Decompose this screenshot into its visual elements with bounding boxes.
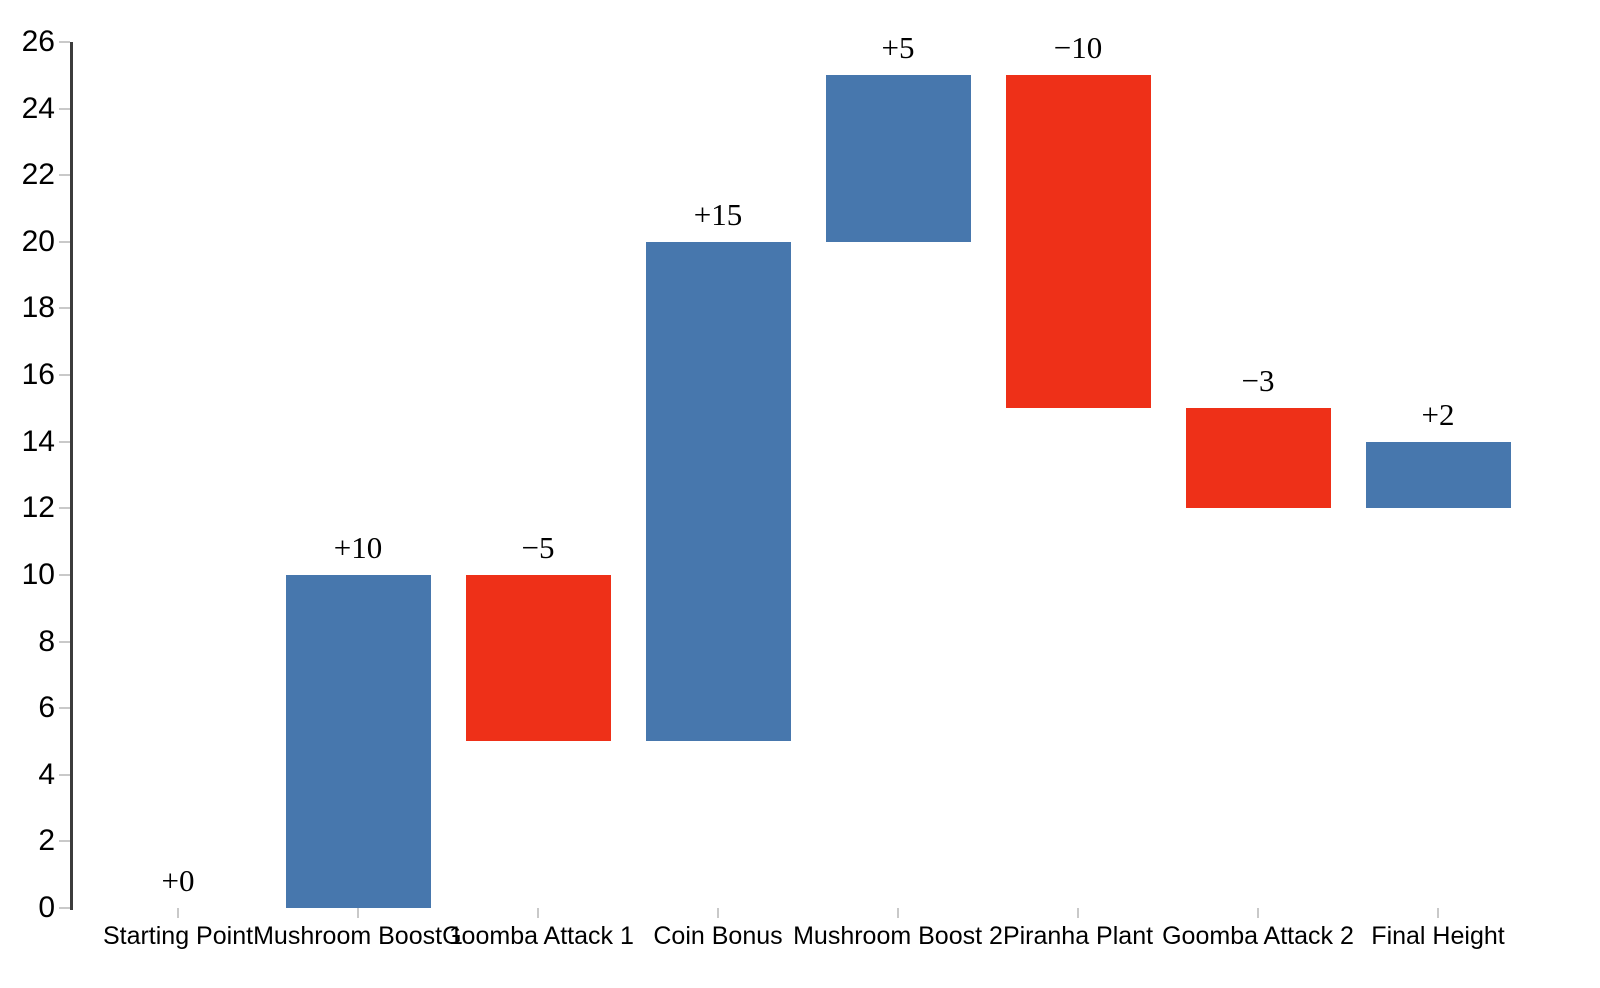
bar-value-label: +0 xyxy=(161,863,195,898)
x-tick-label: Coin Bonus xyxy=(653,922,783,950)
y-tick-label: 2 xyxy=(38,824,55,858)
bar-value-label: −5 xyxy=(521,529,555,565)
x-tick-label: Goomba Attack 2 xyxy=(1162,922,1354,950)
y-tick-mark xyxy=(59,374,70,377)
x-tick-mark xyxy=(357,908,359,918)
x-tick-label: Starting Point xyxy=(102,922,254,950)
bar xyxy=(1365,441,1511,509)
bar xyxy=(285,574,431,908)
x-tick-mark xyxy=(1077,908,1079,918)
x-tick-mark xyxy=(537,908,539,918)
bar xyxy=(1185,408,1331,509)
y-tick-label: 0 xyxy=(38,891,55,924)
bar xyxy=(825,75,971,242)
bar-value-label: +2 xyxy=(1421,396,1455,432)
x-tick-label: Piranha Plant xyxy=(1002,922,1154,950)
y-tick-label: 18 xyxy=(21,291,55,325)
bar xyxy=(465,574,611,742)
x-tick-label: Mushroom Boost 2 xyxy=(793,922,1003,950)
y-tick-mark xyxy=(59,640,70,643)
y-axis-spine xyxy=(70,42,73,910)
y-tick-mark xyxy=(59,707,70,710)
y-tick-mark xyxy=(59,41,70,43)
bar-value-label: −3 xyxy=(1241,363,1275,399)
x-tick-mark xyxy=(897,908,899,918)
x-tick-label: Final Height xyxy=(1371,922,1505,950)
y-tick-mark xyxy=(59,440,70,443)
bar xyxy=(645,241,791,742)
y-tick-label: 24 xyxy=(21,91,55,125)
x-tick-mark xyxy=(177,908,179,918)
x-tick-label: Goomba Attack 1 xyxy=(442,922,634,950)
y-tick-label: 8 xyxy=(38,624,55,658)
y-tick-mark xyxy=(59,507,70,510)
y-tick-label: 26 xyxy=(21,25,55,58)
y-tick-mark xyxy=(59,240,70,243)
y-tick-label: 4 xyxy=(38,757,55,791)
x-tick-label: Mushroom Boost 1 xyxy=(253,922,463,950)
y-tick-mark xyxy=(59,840,70,843)
x-tick-mark xyxy=(1257,908,1259,918)
y-tick-mark xyxy=(59,174,70,177)
bar-value-label: −10 xyxy=(1053,30,1103,66)
y-tick-mark xyxy=(59,307,70,310)
y-tick-mark xyxy=(59,573,70,576)
y-tick-label: 12 xyxy=(21,491,55,525)
bar xyxy=(1005,75,1151,409)
y-tick-label: 22 xyxy=(21,158,55,192)
x-tick-mark xyxy=(717,908,719,918)
y-tick-label: 14 xyxy=(21,424,55,458)
bar-value-label: +10 xyxy=(333,529,383,565)
y-tick-mark xyxy=(59,907,70,909)
y-tick-mark xyxy=(59,773,70,776)
y-tick-label: 10 xyxy=(21,557,55,591)
y-tick-label: 20 xyxy=(21,224,55,258)
y-tick-label: 16 xyxy=(21,358,55,392)
x-tick-mark xyxy=(1437,908,1439,918)
bar-value-label: +15 xyxy=(693,196,743,232)
y-tick-label: 6 xyxy=(38,691,55,725)
y-tick-mark xyxy=(59,107,70,110)
bar-value-label: +5 xyxy=(881,30,915,66)
